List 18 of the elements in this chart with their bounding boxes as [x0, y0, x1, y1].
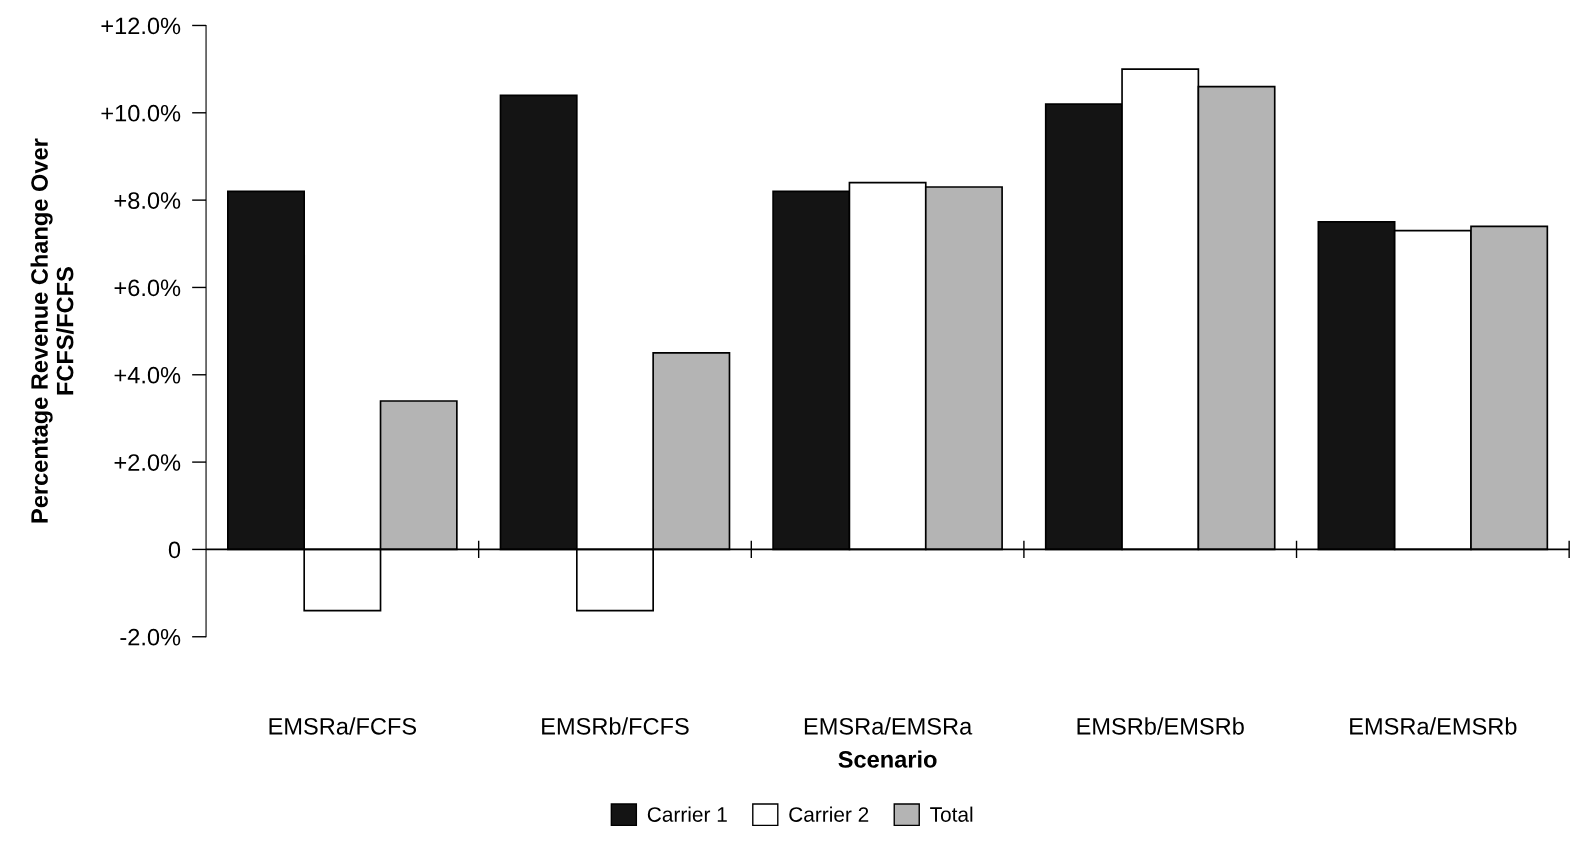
y-tick-label: +2.0% [114, 454, 181, 471]
x-tick-label: EMSRa/FCFS [269, 717, 417, 735]
y-axis-title: Percentage Revenue Change Over FCFS/FCFS [30, 138, 74, 523]
y-tick-label: +8.0% [114, 192, 181, 209]
y-tick-label: +4.0% [114, 366, 181, 384]
x-tick-label: EMSRa/EMSRa [804, 717, 973, 735]
y-tick-label: 0 [168, 541, 181, 559]
x-axis-title: Scenario [838, 750, 937, 768]
legend-label: Carrier 1 [647, 806, 727, 822]
y-tick-label: -2.0% [120, 628, 181, 646]
x-tick-label: EMSRa/EMSRb [1350, 717, 1517, 735]
x-tick-label: EMSRb/FCFS [542, 717, 689, 735]
y-tick-label: +10.0% [101, 104, 181, 122]
x-tick-label: EMSRb/EMSRb [1077, 717, 1244, 735]
y-tick-label: +12.0% [101, 17, 181, 35]
y-tick-label: +6.0% [114, 279, 181, 297]
legend-label: Carrier 2 [789, 806, 869, 822]
legend-label: Total [930, 806, 973, 822]
